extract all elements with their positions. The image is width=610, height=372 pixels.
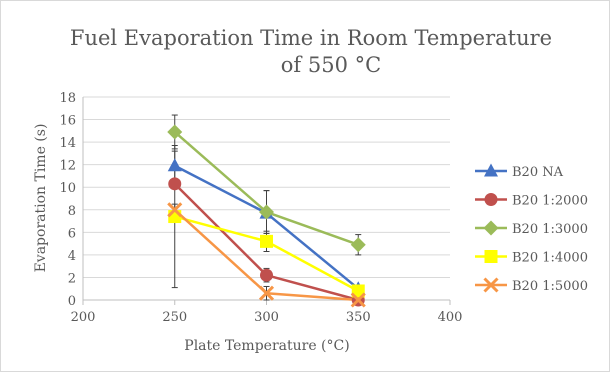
legend-marker-0 bbox=[484, 163, 498, 177]
y-tick-label-3: 6 bbox=[68, 226, 76, 241]
legend-label-1: B20 1:2000 bbox=[512, 194, 588, 209]
data-point-s3-p0 bbox=[168, 210, 182, 224]
x-tick-label-0: 200 bbox=[71, 310, 96, 325]
data-point-s2-p2 bbox=[350, 237, 366, 253]
legend-label-0: B20 NA bbox=[512, 165, 564, 180]
y-tick-label-8: 16 bbox=[59, 114, 76, 129]
data-point-s0-p0 bbox=[167, 158, 182, 172]
gridlines bbox=[83, 96, 450, 278]
data-point-s4-p2 bbox=[350, 292, 366, 308]
y-tick-label-4: 8 bbox=[68, 204, 76, 219]
data-point-s2-p1 bbox=[259, 204, 274, 220]
y-tick-labels: 0 2 4 6 8 10 12 14 16 18 bbox=[59, 91, 76, 309]
legend-label-3: B20 1:4000 bbox=[512, 251, 588, 266]
data-point-s1-p0 bbox=[168, 177, 182, 191]
chart-title-line-1: Fuel Evaporation Time in Room Temperatur… bbox=[70, 26, 552, 50]
y-tick-label-7: 14 bbox=[59, 136, 76, 151]
chart-title-line-2: of 550 °C bbox=[281, 53, 381, 77]
data-point-s3-p1 bbox=[260, 234, 273, 248]
y-tick-label-9: 18 bbox=[59, 91, 76, 106]
y-tick-label-1: 2 bbox=[68, 271, 76, 286]
legend-marker-2 bbox=[483, 220, 499, 236]
legend-marker-1 bbox=[484, 193, 498, 206]
legend: B20 NA B20 1:2000 B20 1:3000 B20 1:4000 B20 … bbox=[475, 163, 588, 294]
y-tick-label-2: 4 bbox=[68, 249, 76, 264]
legend-marker-4 bbox=[483, 277, 499, 293]
x-tick-label-2: 300 bbox=[254, 310, 279, 325]
data-point-s4-p0 bbox=[167, 202, 183, 218]
x-axis-label: Plate Temperature (°C) bbox=[184, 338, 349, 354]
legend-marker-3 bbox=[484, 250, 498, 263]
series-markers bbox=[167, 124, 366, 308]
data-point-s3-p2 bbox=[351, 284, 365, 298]
legend-label-4: B20 1:5000 bbox=[512, 279, 588, 294]
y-axis-label: Evaporation Time (s) bbox=[33, 124, 49, 273]
x-tick-labels: 200 250 300 350 400 bbox=[71, 310, 463, 325]
y-tick-label-0: 0 bbox=[68, 294, 76, 309]
y-tick-label-6: 12 bbox=[59, 159, 76, 174]
x-tick-label-1: 250 bbox=[162, 310, 187, 325]
y-tick-label-5: 10 bbox=[59, 181, 76, 196]
data-point-s1-p1 bbox=[260, 268, 273, 282]
x-tick-label-3: 350 bbox=[346, 310, 371, 325]
legend-label-2: B20 1:3000 bbox=[512, 222, 588, 237]
x-tick-label-4: 400 bbox=[438, 310, 463, 325]
data-point-s4-p1 bbox=[258, 285, 275, 301]
